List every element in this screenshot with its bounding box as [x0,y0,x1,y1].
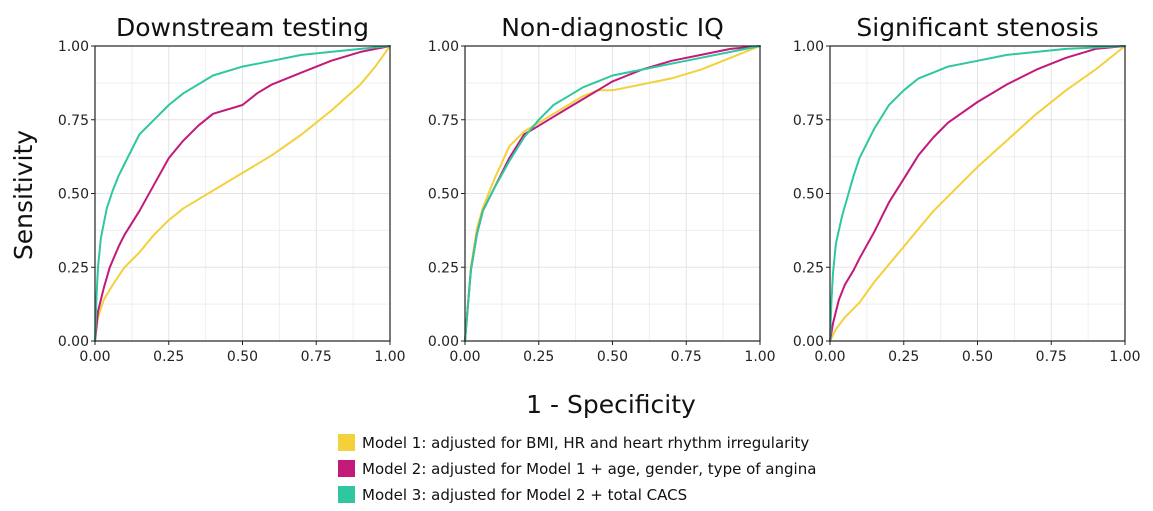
y-axis-label: Sensitivity [9,130,38,260]
roc-curve-model-3 [94,45,391,342]
y-tick-label: 1.00 [58,39,89,55]
roc-curve-model-1 [829,45,1126,342]
roc-curve-model-1 [94,45,391,342]
roc-curve-model-2 [829,45,1126,342]
chart-panels: 0.000.000.250.250.500.500.750.751.001.00… [58,13,1141,365]
legend-swatch-model-1 [338,434,355,451]
y-tick-label: 0.25 [793,260,824,276]
x-tick-label: 0.75 [301,349,332,365]
x-tick-label: 1.00 [1109,349,1140,365]
y-tick-label: 0.50 [428,187,459,203]
panel-2: 0.000.00 0.25 0.25 0.50 0.50 0.75 0.75 1.00 1.00… [428,13,776,365]
x-tick-label: 0.50 [597,349,628,365]
y-tick-label: 1.00 [793,39,824,55]
roc-curve-model-2 [94,45,391,342]
panel-1: 0.000.00 0.25 0.25 0.50 0.50 0.75 0.75 1.00 1.00… [58,13,406,365]
x-tick-label: 0.75 [1036,349,1067,365]
legend-label-model-3: Model 3: adjusted for Model 2 + total CA… [362,486,687,504]
y-tick-label: 0.25 [58,260,89,276]
legend-swatch-model-2 [338,460,355,477]
y-tick-label: 0.25 [428,260,459,276]
x-tick-label: 0.00 [79,349,110,365]
roc-curve-model-3 [829,45,1126,342]
legend-label-model-2: Model 2: adjusted for Model 1 + age, gen… [362,460,816,478]
legend-swatch-model-3 [338,486,355,503]
x-axis-label: 1 - Specificity [526,390,696,419]
x-tick-label: 0.00 [814,349,845,365]
y-tick-label: 0.00 [58,334,89,350]
panel-title: Non-diagnostic IQ [501,13,724,42]
x-tick-label: 1.00 [744,349,775,365]
x-tick-label: 0.25 [153,349,184,365]
x-tick-label: 0.25 [888,349,919,365]
y-tick-label: 0.00 [793,334,824,350]
y-tick-label: 0.50 [793,187,824,203]
panel-title: Downstream testing [116,13,369,42]
roc-curve-model-3 [464,45,761,342]
y-tick-label: 0.75 [58,113,89,129]
panel-3: 0.000.00 0.25 0.25 0.50 0.50 0.75 0.75 1.00 1.00… [793,13,1141,365]
y-tick-label: 0.75 [428,113,459,129]
x-tick-label: 0.25 [523,349,554,365]
x-tick-label: 0.50 [227,349,258,365]
legend-label-model-1: Model 1: adjusted for BMI, HR and heart … [362,434,809,452]
y-tick-label: 0.50 [58,187,89,203]
y-tick-label: 0.00 [428,334,459,350]
y-tick-label: 0.75 [793,113,824,129]
x-tick-label: 0.50 [962,349,993,365]
roc-curve-model-1 [464,45,761,342]
x-tick-label: 0.75 [671,349,702,365]
y-tick-label: 1.00 [428,39,459,55]
legend: Model 1: adjusted for BMI, HR and heart … [338,434,816,504]
x-tick-label: 1.00 [374,349,405,365]
panel-title: Significant stenosis [856,13,1098,42]
x-tick-label: 0.00 [449,349,480,365]
